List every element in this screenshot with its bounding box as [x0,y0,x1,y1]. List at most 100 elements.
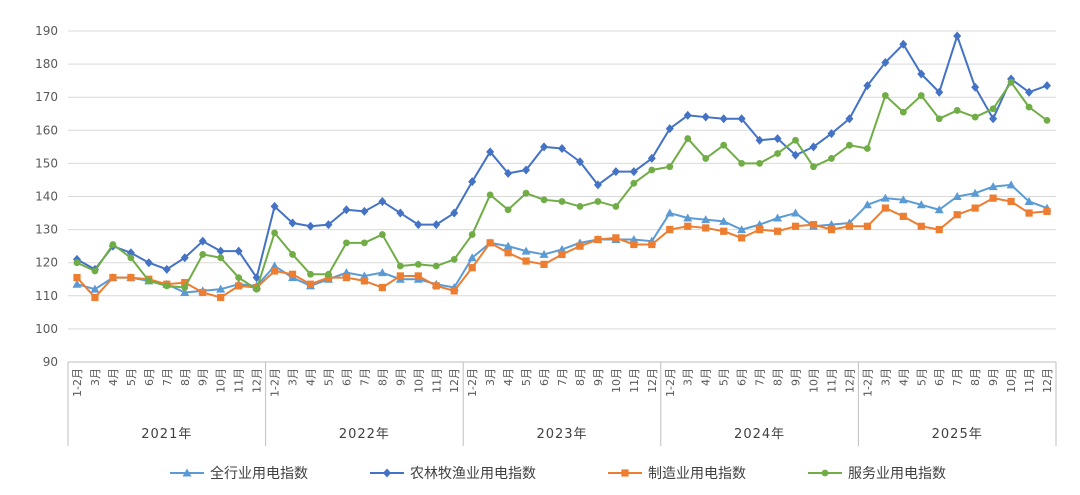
y-tick-label: 100 [35,322,58,336]
y-tick-label: 140 [35,190,58,204]
data-point [432,282,440,290]
data-point [91,293,99,302]
x-tick-label: 6月 [736,368,749,386]
year-label: 2023年 [536,427,587,442]
data-point [522,189,530,197]
data-point [648,240,656,249]
legend-label: 服务业用电指数 [848,466,946,482]
x-tick-label: 1-2月 [664,368,677,397]
x-tick-label: 3月 [879,368,892,386]
data-point [612,203,620,210]
data-point [217,293,225,302]
x-tick-label: 4月 [305,368,318,386]
data-point [953,31,962,41]
data-point [378,283,386,292]
data-point [1025,87,1034,97]
data-point [756,160,763,167]
year-label: 2021年 [141,427,192,442]
x-tick-label: 5月 [718,368,731,386]
data-point [773,227,782,235]
data-point [611,167,620,177]
data-point [522,257,530,265]
data-point [504,168,513,178]
x-tick-label: 9月 [987,368,1000,386]
data-point [216,284,226,293]
data-point [396,208,405,218]
x-tick-label: 10月 [215,368,228,393]
data-point [396,272,404,280]
data-point [288,218,297,228]
data-point [180,287,190,296]
x-tick-label: 5月 [520,368,533,386]
data-point [289,251,296,258]
data-point [720,141,728,149]
data-point [450,287,458,295]
data-point [271,229,278,237]
x-tick-label: 6月 [933,368,946,386]
data-point [612,234,620,242]
data-point [792,136,799,144]
data-point [414,220,423,230]
data-point [324,220,333,230]
data-point [898,195,908,204]
data-point [199,288,207,297]
data-point [701,112,710,122]
x-tick-label: 11月 [628,368,641,393]
data-point [109,241,117,248]
legend-marker [621,469,629,477]
data-point [73,259,81,267]
data-point [756,226,764,234]
legend-item-1: 农林牧渔业用电指数 [370,466,536,482]
data-point [234,246,243,256]
legend-marker [182,468,192,477]
data-point [1043,81,1052,91]
data-point [684,135,692,142]
data-point [773,134,782,144]
data-point [414,260,422,268]
data-point [917,69,926,79]
data-point [917,222,925,230]
data-point [845,114,854,124]
data-point [630,240,638,249]
data-point [198,236,207,246]
data-point [127,273,135,282]
data-point [899,39,908,49]
data-point [539,249,549,258]
data-point [1007,197,1015,206]
data-point [971,204,979,212]
x-tick-label: 1-2月 [466,368,479,397]
data-point [630,179,638,187]
x-tick-label: 5月 [125,368,138,386]
data-point [432,220,441,230]
data-point [396,262,404,270]
data-point [988,182,998,191]
data-point [378,231,386,238]
data-point [181,284,189,291]
data-point [1025,103,1033,111]
data-point [163,282,171,290]
x-tick-label: 12月 [251,368,264,393]
data-point [827,129,836,139]
data-point [953,211,961,219]
data-point [90,284,100,293]
series-line [76,34,1048,279]
data-point [450,208,459,218]
data-point [702,224,710,232]
y-axis: 90 100 110 120 130 140 150 160 170 180 190 [35,24,58,369]
data-point [773,213,783,222]
data-point [288,270,297,278]
y-tick-label: 190 [35,24,58,38]
data-point [360,206,369,216]
x-tick-label: 4月 [502,368,515,386]
data-point [504,206,512,214]
data-point [253,285,261,293]
data-point [629,167,638,177]
data-point [809,221,818,229]
x-tick-label: 12月 [646,368,659,393]
data-point [558,144,566,154]
data-point [486,191,494,199]
data-point [880,193,890,202]
data-point [145,277,153,285]
data-point [522,165,531,175]
